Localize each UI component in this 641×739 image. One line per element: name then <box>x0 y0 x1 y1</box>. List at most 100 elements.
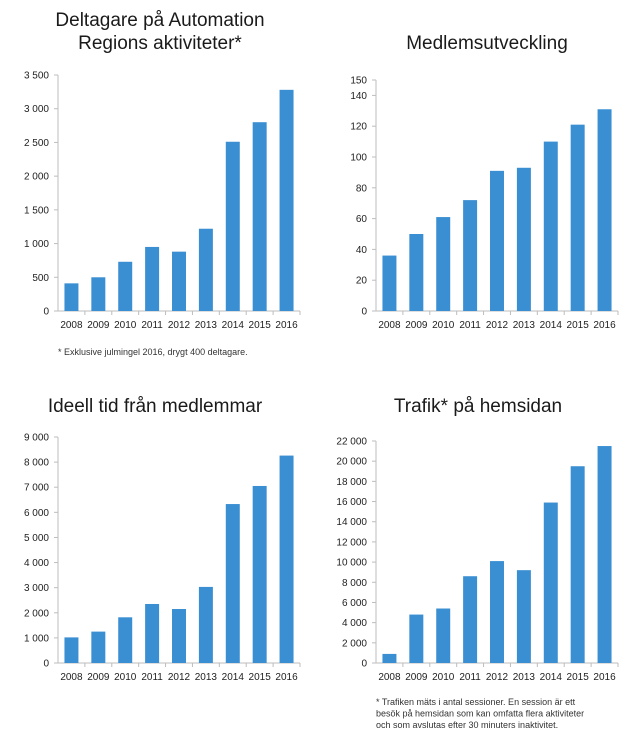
chart-4-x-tick-label: 2013 <box>513 672 536 683</box>
chart-1-x-tick-label: 2016 <box>275 320 298 331</box>
chart-4-bar-2008 <box>382 653 397 663</box>
chart-2-y-tick-label: 60 <box>356 214 368 225</box>
chart-3-x-tick-label: 2015 <box>249 672 272 683</box>
chart-3-y-tick-label: 8 000 <box>24 458 49 469</box>
chart-1-y-tick-label: 500 <box>32 273 49 284</box>
chart-2-bar-2014 <box>543 141 558 311</box>
chart-1-y-tick-label: 0 <box>43 307 49 318</box>
chart-4-footnote: besök på hemsidan som kan omfatta flera … <box>376 709 584 719</box>
chart-1-bar-2012 <box>172 251 186 311</box>
chart-4-x-tick-label: 2010 <box>432 672 455 683</box>
chart-2-y-tick-label: 140 <box>350 91 367 102</box>
chart-2-y-tick-label: 80 <box>356 183 368 194</box>
chart-4-y-tick-label: 4 000 <box>342 618 367 629</box>
chart-4-bar-2009 <box>409 614 424 663</box>
chart-3-y-tick-label: 1 000 <box>24 633 49 644</box>
chart-1-bar-2016 <box>279 89 294 311</box>
chart-2-x-tick-label: 2012 <box>486 320 509 331</box>
chart-3-y-tick-label: 9 000 <box>24 433 49 444</box>
chart-1-x-tick-label: 2012 <box>168 320 191 331</box>
chart-4-x-tick-label: 2015 <box>567 672 590 683</box>
chart-3-bar-2016 <box>279 455 294 663</box>
chart-3-x-tick-label: 2010 <box>114 672 137 683</box>
chart-1-bar-2009 <box>91 277 106 311</box>
chart-2-y-tick-label: 150 <box>350 76 367 87</box>
chart-1-y-tick-label: 2 000 <box>24 172 49 183</box>
chart-1-y-tick-label: 1 000 <box>24 239 49 250</box>
chart-4-x-tick-label: 2009 <box>405 672 428 683</box>
chart-3-x-tick-label: 2012 <box>168 672 191 683</box>
chart-2-bar-2013 <box>516 167 531 311</box>
chart-3-bar-2012 <box>172 609 186 663</box>
chart-2-y-tick-label: 100 <box>350 153 367 164</box>
chart-2-y-tick-label: 0 <box>361 307 367 318</box>
chart-1-x-tick-label: 2013 <box>195 320 218 331</box>
chart-1-x-tick-label: 2014 <box>222 320 245 331</box>
chart-4-bar-2014 <box>543 502 558 663</box>
chart-3-y-tick-label: 0 <box>43 659 49 670</box>
chart-1-title: Regions aktiviteter* <box>78 33 242 54</box>
chart-4-bar-2013 <box>516 570 531 663</box>
chart-3-x-tick-label: 2008 <box>60 672 83 683</box>
chart-3-x-tick-label: 2011 <box>141 672 163 683</box>
chart-2-y-tick-label: 120 <box>350 122 367 133</box>
chart-1-x-tick-label: 2009 <box>87 320 110 331</box>
chart-1-title: Deltagare på Automation <box>55 10 264 31</box>
chart-4-y-tick-label: 12 000 <box>336 537 367 548</box>
chart-4-y-tick-label: 6 000 <box>342 598 367 609</box>
chart-3-y-tick-label: 2 000 <box>24 608 49 619</box>
chart-4-y-tick-label: 16 000 <box>336 497 367 508</box>
chart-4-footnote: * Trafiken mäts i antal sessioner. En se… <box>376 697 576 707</box>
chart-1-y-tick-label: 3 000 <box>24 104 49 115</box>
chart-4-y-tick-label: 0 <box>361 659 367 670</box>
chart-2-x-tick-label: 2013 <box>513 320 536 331</box>
chart-4-bar-2012 <box>490 561 504 663</box>
chart-3-y-tick-label: 7 000 <box>24 483 49 494</box>
chart-1-x-tick-label: 2010 <box>114 320 137 331</box>
chart-3-y-tick-label: 6 000 <box>24 508 49 519</box>
chart-3-title: Ideell tid från medlemmar <box>48 396 263 417</box>
chart-2-bar-2008 <box>382 255 397 311</box>
chart-4-y-tick-label: 2 000 <box>342 638 367 649</box>
chart-4-x-tick-label: 2014 <box>540 672 563 683</box>
chart-4-x-tick-label: 2012 <box>486 672 509 683</box>
chart-1-y-tick-label: 3 500 <box>24 71 49 82</box>
chart-3-x-tick-label: 2014 <box>222 672 245 683</box>
chart-1-bar-2010 <box>118 261 133 311</box>
chart-1-bar-2014 <box>225 141 240 311</box>
chart-1-footnote: * Exklusive julmingel 2016, drygt 400 de… <box>58 347 248 357</box>
chart-3-bar-2008 <box>64 637 79 663</box>
chart-3-y-tick-label: 3 000 <box>24 583 49 594</box>
chart-1-x-tick-label: 2008 <box>60 320 83 331</box>
chart-2-bar-2010 <box>436 217 451 311</box>
chart-4-bar-2011 <box>463 576 478 663</box>
chart-4-x-tick-label: 2016 <box>593 672 616 683</box>
chart-2-bar-2015 <box>570 124 585 311</box>
chart-2-bar-2009 <box>409 234 424 311</box>
chart-4-x-tick-label: 2008 <box>378 672 401 683</box>
chart-4-bar-2010 <box>436 608 451 663</box>
chart-4-bar-2015 <box>570 466 585 663</box>
chart-3-bar-2014 <box>225 504 240 663</box>
chart-1-y-tick-label: 1 500 <box>24 205 49 216</box>
chart-4-y-tick-label: 22 000 <box>336 437 367 448</box>
chart-2-x-tick-label: 2008 <box>378 320 401 331</box>
chart-3-bar-2013 <box>198 586 213 663</box>
chart-3-y-tick-label: 5 000 <box>24 533 49 544</box>
chart-2-title: Medlemsutveckling <box>406 33 568 54</box>
chart-1-bar-2008 <box>64 283 79 311</box>
chart-2-y-tick-label: 40 <box>356 245 368 256</box>
chart-4-bar-2016 <box>597 446 612 663</box>
chart-3-y-tick-label: 4 000 <box>24 558 49 569</box>
chart-4-y-tick-label: 10 000 <box>336 558 367 569</box>
chart-4-x-tick-label: 2011 <box>459 672 481 683</box>
chart-3-bar-2009 <box>91 631 106 663</box>
chart-3-bar-2010 <box>118 617 133 663</box>
chart-1-bar-2011 <box>145 246 160 311</box>
chart-4-y-tick-label: 14 000 <box>336 517 367 528</box>
chart-2-bar-2011 <box>463 200 478 311</box>
chart-1-bar-2013 <box>198 228 213 311</box>
chart-3-x-tick-label: 2009 <box>87 672 110 683</box>
chart-4-y-tick-label: 8 000 <box>342 578 367 589</box>
chart-2-bar-2016 <box>597 109 612 311</box>
